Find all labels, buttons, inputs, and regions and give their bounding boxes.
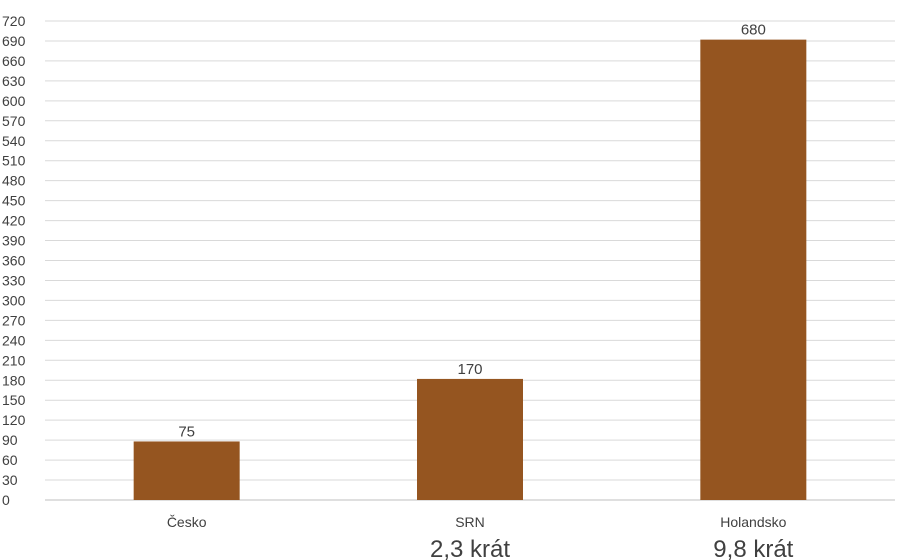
y-tick-label: 360 — [2, 253, 26, 269]
y-tick-label: 90 — [2, 432, 18, 448]
y-tick-label: 540 — [2, 133, 26, 149]
y-tick-label: 330 — [2, 272, 26, 288]
bar-srn — [417, 378, 523, 500]
y-tick-label: 300 — [2, 292, 26, 308]
data-label: 680 — [741, 22, 766, 39]
y-axis-tick-labels: 0 30 60 90 120 150 180 210 240 270 300 330 360 390 420… — [2, 13, 26, 508]
y-tick-label: 150 — [2, 392, 26, 408]
y-tick-label: 480 — [2, 173, 26, 189]
ratio-annotation: 2,3 krát — [430, 536, 510, 560]
x-category-label: Česko — [167, 514, 207, 530]
y-tick-label: 30 — [2, 472, 18, 488]
y-tick-label: 0 — [2, 492, 10, 508]
y-tick-label: 570 — [2, 113, 26, 129]
y-tick-label: 720 — [2, 13, 26, 29]
x-category-label: SRN — [455, 514, 485, 530]
y-tick-label: 660 — [2, 53, 26, 69]
y-tick-label: 630 — [2, 73, 26, 89]
data-label: 170 — [457, 361, 482, 378]
y-tick-label: 240 — [2, 332, 26, 348]
bar--esko — [133, 441, 240, 500]
y-tick-label: 450 — [2, 193, 26, 209]
x-category-label: Holandsko — [720, 514, 786, 530]
y-tick-label: 690 — [2, 33, 26, 49]
data-label: 75 — [178, 423, 195, 440]
x-axis-category-labels: Česko SRN Holandsko — [167, 514, 787, 530]
ratio-annotation: 9,8 krát — [713, 536, 793, 560]
bars — [133, 39, 807, 500]
annotations: 2,3 krát 9,8 krát — [430, 536, 794, 560]
y-tick-label: 510 — [2, 153, 26, 169]
bar-holandsko — [700, 39, 807, 500]
y-tick-label: 120 — [2, 412, 26, 428]
data-labels: 75 170 680 — [178, 22, 766, 441]
y-tick-label: 270 — [2, 312, 26, 328]
y-tick-label: 60 — [2, 452, 18, 468]
y-tick-label: 390 — [2, 233, 26, 249]
y-tick-label: 600 — [2, 93, 26, 109]
y-tick-label: 420 — [2, 213, 26, 229]
y-tick-label: 210 — [2, 352, 26, 368]
y-tick-label: 180 — [2, 372, 26, 388]
